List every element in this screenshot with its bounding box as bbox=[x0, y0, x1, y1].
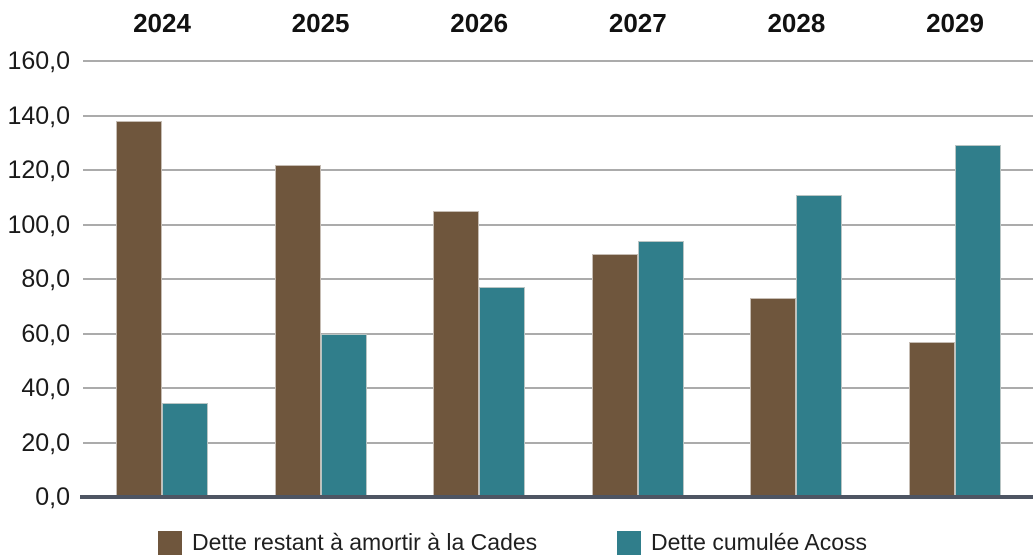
x-category-label-2026: 2026 bbox=[450, 8, 509, 38]
y-tick-label: 140,0 bbox=[7, 101, 70, 130]
legend-label-acoss: Dette cumulée Acoss bbox=[651, 529, 868, 555]
bar-2024-series-0 bbox=[116, 120, 162, 497]
y-tick-label: 0,0 bbox=[35, 483, 70, 511]
bar-2029-series-1 bbox=[955, 145, 1001, 497]
bar-2029-series-0 bbox=[909, 341, 955, 497]
x-category-label-2025: 2025 bbox=[291, 8, 350, 38]
gridline bbox=[83, 60, 1033, 62]
legend-label-cades: Dette restant à amortir à la Cades bbox=[192, 529, 538, 555]
bar-2025-series-0 bbox=[274, 164, 321, 497]
legend-item-cades: Dette restant à amortir à la Cades bbox=[158, 529, 537, 556]
y-tick-label: 120,0 bbox=[7, 156, 70, 184]
y-tick-label: 80,0 bbox=[21, 265, 70, 293]
legend-swatch-acoss-icon bbox=[617, 530, 641, 555]
gridline bbox=[83, 114, 1033, 117]
gridline bbox=[83, 223, 1033, 226]
bar-2025-series-1 bbox=[320, 333, 367, 497]
legend-item-acoss: Dette cumulée Acoss bbox=[617, 529, 867, 556]
y-tick-label: 160,0 bbox=[7, 47, 70, 75]
x-category-label-2028: 2028 bbox=[767, 8, 826, 38]
x-category-label-2024: 2024 bbox=[133, 8, 191, 38]
x-category-label-2029: 2029 bbox=[926, 8, 984, 38]
y-tick-label: 60,0 bbox=[21, 319, 70, 348]
bar-2028-series-1 bbox=[796, 194, 843, 497]
bar-2027-series-0 bbox=[591, 254, 638, 497]
y-tick-label: 20,0 bbox=[21, 428, 70, 457]
bar-2026-series-0 bbox=[433, 210, 480, 497]
y-tick-label: 100,0 bbox=[7, 210, 70, 239]
bar-2027-series-1 bbox=[637, 240, 684, 497]
gridline bbox=[83, 441, 1033, 444]
x-axis-line bbox=[80, 495, 1033, 499]
bar-2024-series-1 bbox=[162, 402, 208, 497]
gridline bbox=[83, 387, 1033, 389]
gridline bbox=[83, 169, 1033, 171]
y-tick-label: 40,0 bbox=[21, 374, 70, 402]
x-category-label-2027: 2027 bbox=[608, 8, 667, 38]
legend-swatch-cades-icon bbox=[158, 530, 182, 555]
bar-2028-series-0 bbox=[750, 298, 797, 497]
gridline bbox=[83, 278, 1033, 280]
bar-2026-series-1 bbox=[479, 287, 526, 497]
gridline bbox=[83, 332, 1033, 335]
